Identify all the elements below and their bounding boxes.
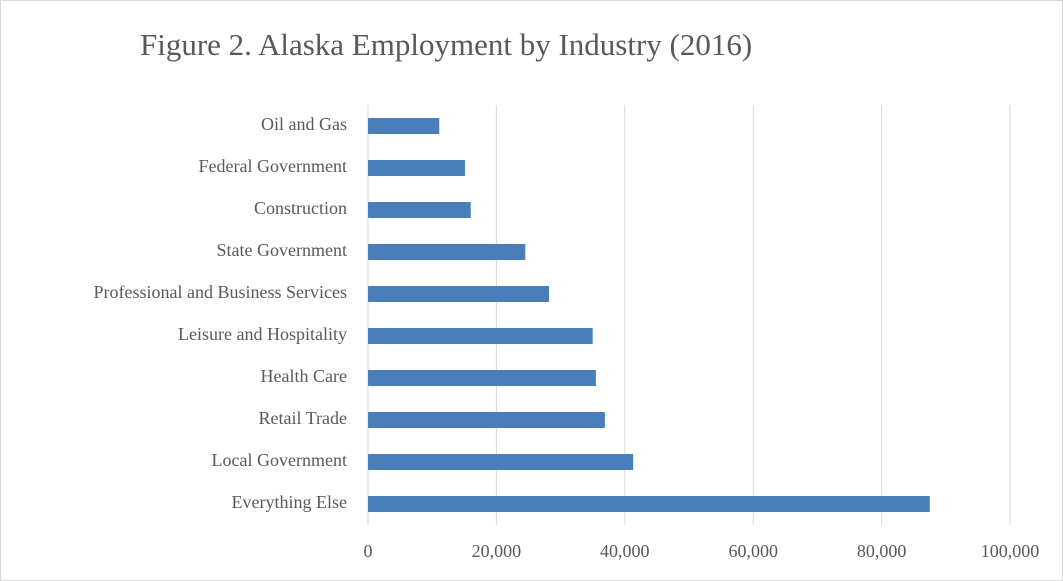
x-tick-label: 0 bbox=[364, 541, 373, 561]
bar bbox=[368, 244, 526, 260]
x-tick-label: 80,000 bbox=[857, 541, 907, 561]
y-tick-label: Construction bbox=[254, 198, 347, 218]
x-tick-label: 100,000 bbox=[981, 541, 1040, 561]
y-tick-label: Health Care bbox=[261, 366, 347, 386]
y-tick-label: Federal Government bbox=[199, 156, 347, 176]
x-tick-label: 20,000 bbox=[472, 541, 522, 561]
bar bbox=[368, 202, 471, 218]
bar bbox=[368, 496, 930, 512]
bar bbox=[368, 160, 465, 176]
y-tick-label: State Government bbox=[217, 240, 347, 260]
y-tick-label: Leisure and Hospitality bbox=[178, 324, 347, 344]
bar bbox=[368, 370, 596, 386]
x-tick-label: 40,000 bbox=[600, 541, 650, 561]
y-tick-label: Retail Trade bbox=[259, 408, 348, 428]
y-tick-label: Professional and Business Services bbox=[94, 282, 347, 302]
bar bbox=[368, 454, 634, 470]
y-tick-label: Local Government bbox=[212, 450, 347, 470]
bar bbox=[368, 412, 605, 428]
bar bbox=[368, 328, 593, 344]
x-tick-label: 60,000 bbox=[728, 541, 778, 561]
y-tick-label: Oil and Gas bbox=[261, 114, 347, 134]
bar bbox=[368, 286, 550, 302]
bar bbox=[368, 118, 440, 134]
y-tick-label: Everything Else bbox=[232, 492, 347, 512]
chart-title: Figure 2. Alaska Employment by Industry … bbox=[140, 27, 752, 62]
